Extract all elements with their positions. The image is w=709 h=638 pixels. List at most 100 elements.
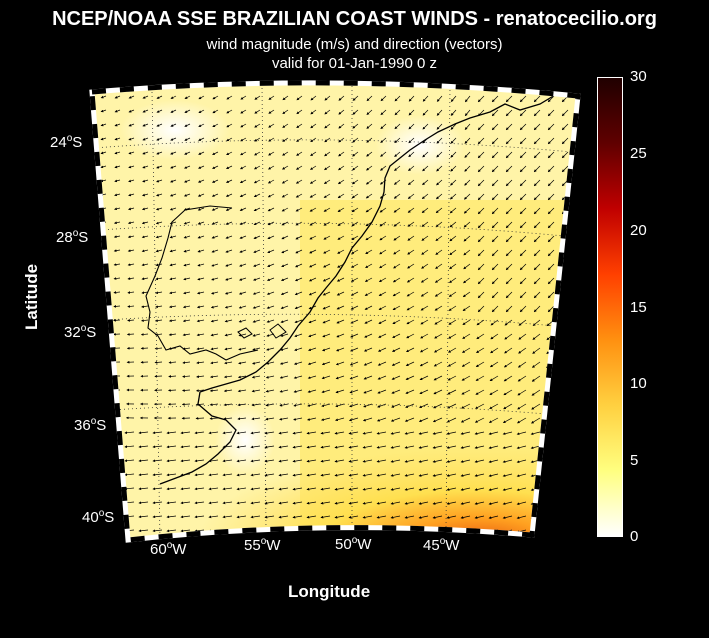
wind-vector	[309, 193, 317, 198]
wind-vector	[295, 249, 303, 254]
wind-vector	[239, 193, 247, 197]
wind-vector	[379, 263, 387, 269]
wind-vector	[128, 123, 135, 127]
wind-vector	[282, 151, 289, 156]
wind-vector	[418, 501, 429, 505]
wind-vector	[547, 249, 555, 257]
wind-vector	[141, 207, 149, 211]
wind-vector	[450, 151, 457, 158]
wind-vector	[114, 179, 121, 183]
wind-vector	[225, 277, 233, 281]
wind-vector	[110, 473, 121, 477]
wind-vector	[320, 445, 331, 449]
wind-vector	[376, 459, 387, 463]
wind-vector	[238, 347, 247, 351]
wind-vector	[321, 417, 331, 421]
wind-vector	[281, 207, 289, 212]
wind-vector	[433, 347, 443, 353]
wind-vector	[294, 333, 303, 338]
wind-vector	[252, 347, 261, 351]
wind-vector	[477, 277, 485, 285]
wind-vector	[99, 304, 107, 308]
wind-vector	[406, 277, 415, 283]
wind-vector	[558, 473, 569, 478]
wind-vector	[348, 473, 359, 477]
wind-vector	[547, 221, 555, 229]
wind-vector	[378, 291, 387, 296]
wind-vector	[292, 445, 303, 449]
wind-vector	[505, 221, 513, 229]
wind-vector	[323, 179, 331, 184]
wind-vector	[436, 165, 443, 172]
wind-vector	[365, 249, 373, 255]
wind-vector	[533, 109, 541, 117]
wind-vector	[141, 319, 149, 322]
wind-vector	[363, 361, 373, 366]
wind-vector	[224, 305, 233, 309]
wind-vector	[226, 123, 233, 128]
wind-vector	[114, 137, 121, 141]
wind-vector	[322, 347, 331, 352]
wind-vector	[464, 179, 471, 186]
wind-vector	[561, 291, 569, 299]
wind-vector	[488, 445, 499, 449]
wind-vector	[142, 123, 149, 127]
wind-vector	[446, 473, 457, 477]
wind-vector	[488, 473, 499, 477]
wind-vector	[320, 459, 331, 463]
wind-vector	[309, 263, 317, 268]
wind-vector	[380, 95, 387, 102]
wind-vector	[155, 235, 163, 239]
wind-vector	[296, 137, 303, 142]
wind-vector	[141, 277, 149, 281]
wind-vector	[110, 529, 121, 533]
wind-vector	[236, 515, 247, 519]
wind-vector	[127, 263, 135, 267]
wind-vector	[433, 389, 443, 395]
wind-vector	[166, 445, 177, 449]
wind-vector	[474, 445, 485, 449]
wind-vector	[449, 221, 457, 228]
wind-vector	[310, 137, 317, 143]
wind-vector	[418, 445, 429, 449]
wind-vector	[533, 193, 541, 201]
wind-vector	[183, 291, 191, 295]
wind-vector	[196, 305, 205, 309]
wind-vector	[488, 487, 499, 491]
wind-vector	[380, 165, 387, 171]
wind-vector	[530, 445, 541, 450]
wind-vector	[267, 165, 275, 170]
wind-vector	[421, 235, 429, 241]
wind-vector	[308, 319, 317, 324]
wind-vector	[250, 459, 261, 463]
wind-vector	[516, 459, 527, 464]
wind-vector	[183, 235, 191, 239]
wind-vector	[321, 389, 331, 394]
wind-vector	[336, 305, 345, 310]
wind-vector	[268, 109, 275, 114]
wind-vector	[156, 109, 163, 113]
wind-vector	[460, 473, 471, 477]
wind-vector	[351, 193, 359, 199]
wind-vector	[547, 123, 555, 131]
wind-vector	[92, 487, 93, 490]
y-axis-label: Latitude	[22, 263, 41, 330]
wind-vector	[365, 207, 373, 213]
wind-vector	[380, 151, 387, 157]
wind-vector	[184, 109, 191, 113]
wind-vector	[533, 277, 541, 285]
wind-vector	[449, 235, 457, 242]
wind-vector	[168, 388, 177, 392]
wind-vector	[418, 515, 429, 519]
wind-vector	[183, 277, 191, 281]
wind-vector	[212, 137, 219, 141]
wind-vector	[366, 123, 373, 129]
wind-vector	[128, 137, 135, 141]
wind-vector	[448, 305, 457, 311]
wind-vector	[334, 459, 345, 463]
wind-vector	[266, 361, 275, 365]
wind-vector	[348, 459, 359, 463]
wind-vector	[250, 431, 261, 435]
wind-vector	[376, 501, 387, 505]
wind-vector	[547, 193, 555, 201]
